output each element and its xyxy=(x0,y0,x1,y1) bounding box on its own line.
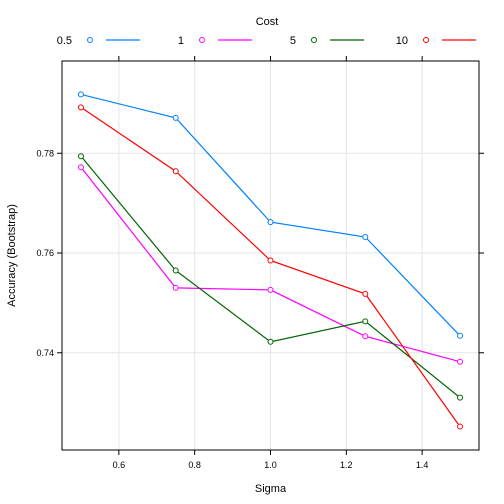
y-tick-label: 0.74 xyxy=(36,348,54,358)
x-tick-label: 0.6 xyxy=(113,460,126,470)
x-axis-title: Sigma xyxy=(255,483,287,495)
data-point-5 xyxy=(457,394,464,401)
data-point-1 xyxy=(362,333,369,340)
data-point-1 xyxy=(172,284,179,291)
data-point-0.5 xyxy=(362,234,369,241)
y-axis-title: Accuracy (Bootstrap) xyxy=(6,204,18,307)
legend-label-10: 10 xyxy=(396,35,408,47)
legend-label-1: 1 xyxy=(178,35,184,47)
gridlines xyxy=(62,61,479,450)
data-point-5 xyxy=(362,318,369,325)
legend-title: Cost xyxy=(256,16,279,28)
y-tick-label: 0.76 xyxy=(36,248,54,258)
legend-marker-0.5 xyxy=(87,37,93,43)
x-tick-label: 1.0 xyxy=(264,460,277,470)
y-tick-label: 0.78 xyxy=(36,148,54,158)
data-point-10 xyxy=(77,104,84,111)
data-point-10 xyxy=(267,257,274,264)
legend-label-0.5: 0.5 xyxy=(57,35,72,47)
x-tick-label: 1.2 xyxy=(340,460,353,470)
data-point-5 xyxy=(77,153,84,160)
data-point-5 xyxy=(172,267,179,274)
data-point-5 xyxy=(267,338,274,345)
data-point-0.5 xyxy=(267,219,274,226)
data-point-0.5 xyxy=(77,91,84,98)
data-point-1 xyxy=(77,164,84,171)
legend-label-5: 5 xyxy=(290,35,296,47)
data-point-0.5 xyxy=(457,332,464,339)
legend-marker-10 xyxy=(423,37,429,43)
data-point-1 xyxy=(267,286,274,293)
x-tick-label: 0.8 xyxy=(188,460,201,470)
axes: 0.6 0.8 1.0 1.2 1.4 0.74 0.76 0.78 xyxy=(36,56,484,470)
x-tick-label: 1.4 xyxy=(416,460,429,470)
series-points xyxy=(77,91,464,430)
legend-marker-1 xyxy=(199,37,205,43)
legend-marker-5 xyxy=(311,37,317,43)
legend: Cost 0.5 1 5 10 xyxy=(57,16,476,47)
data-point-10 xyxy=(362,290,369,297)
data-point-1 xyxy=(457,358,464,365)
data-point-10 xyxy=(172,168,179,175)
data-point-10 xyxy=(457,423,464,430)
data-point-0.5 xyxy=(172,114,179,121)
